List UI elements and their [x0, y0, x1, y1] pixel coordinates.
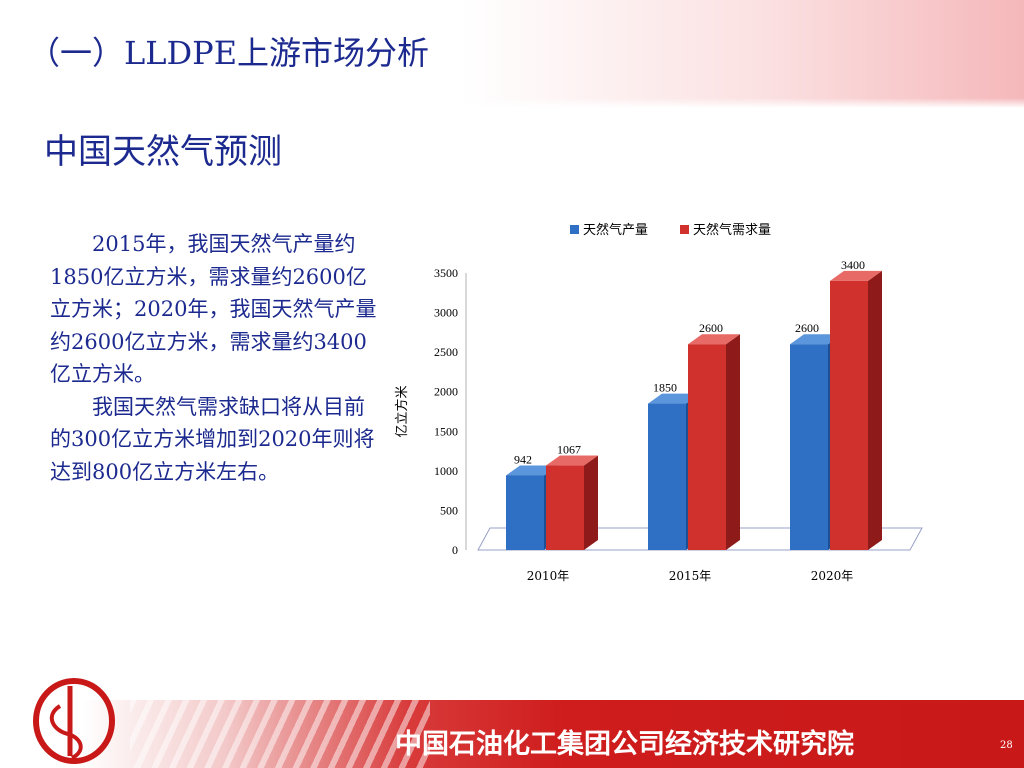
bar-demand: [546, 465, 584, 550]
bar-top-demand: [546, 455, 598, 466]
bar-side-demand: [868, 270, 882, 550]
gas-forecast-chart: 0 500 1000 1500 2000 2500 3000 3500 亿立方米 942 1067 2…: [394, 222, 923, 583]
bar-side-demand: [726, 334, 740, 550]
x-tick-label: 2020年: [811, 569, 854, 583]
footer-stripes: [130, 700, 430, 768]
footer-band: [0, 700, 1024, 768]
bar-production: [790, 344, 828, 550]
data-label: 2600: [699, 321, 723, 335]
page-number: 28: [1000, 740, 1013, 751]
bar-production: [648, 403, 686, 550]
y-tick-label: 3000: [434, 306, 458, 320]
y-tick-label: 500: [440, 503, 458, 517]
y-tick-label: 1000: [434, 464, 458, 478]
y-tick-label: 2000: [434, 385, 458, 399]
y-tick-label: 1500: [434, 424, 458, 438]
header-band: [0, 0, 1024, 108]
section-subtitle: 中国天然气预测: [44, 132, 282, 172]
data-label: 1067: [557, 443, 581, 457]
legend-label-demand: 天然气需求量: [693, 222, 771, 238]
y-tick-label: 2500: [434, 345, 458, 359]
bar-demand: [830, 280, 868, 550]
y-tick-label: 0: [452, 543, 458, 557]
bar-demand: [688, 344, 726, 550]
footer-organization: 中国石油化工集团公司经济技术研究院: [395, 729, 854, 760]
x-tick-label: 2010年: [527, 569, 570, 583]
y-axis-title: 亿立方米: [394, 385, 410, 437]
slide-title: （一）LLDPE上游市场分析: [28, 34, 430, 72]
x-tick-label: 2015年: [669, 569, 712, 583]
bar-top-production: [506, 465, 558, 476]
paragraph-1: 2015年，我国天然气产量约1850亿立方米，需求量约2600亿立方米；2020…: [50, 232, 377, 386]
legend-swatch-demand: [680, 225, 689, 234]
bar-top-demand: [688, 334, 740, 345]
data-label: 2600: [795, 321, 819, 335]
legend-label-production: 天然气产量: [583, 222, 648, 238]
bar-top-production: [790, 334, 842, 345]
data-label: 1850: [653, 381, 677, 395]
data-label: 3400: [841, 258, 865, 272]
data-label: 942: [514, 452, 532, 466]
legend-swatch-production: [570, 225, 579, 234]
paragraph-2: 我国天然气需求缺口将从目前的300亿立方米增加到2020年则将达到800亿立方米…: [50, 394, 375, 484]
sinopec-logo: [33, 678, 115, 764]
bar-production: [506, 475, 544, 550]
body-text: 2015年，我国天然气产量约1850亿立方米，需求量约2600亿立方米；2020…: [50, 228, 380, 488]
bar-top-production: [648, 393, 700, 404]
bar-side-demand: [584, 455, 598, 550]
y-tick-label: 3500: [434, 266, 458, 280]
bar-top-demand: [830, 270, 882, 281]
